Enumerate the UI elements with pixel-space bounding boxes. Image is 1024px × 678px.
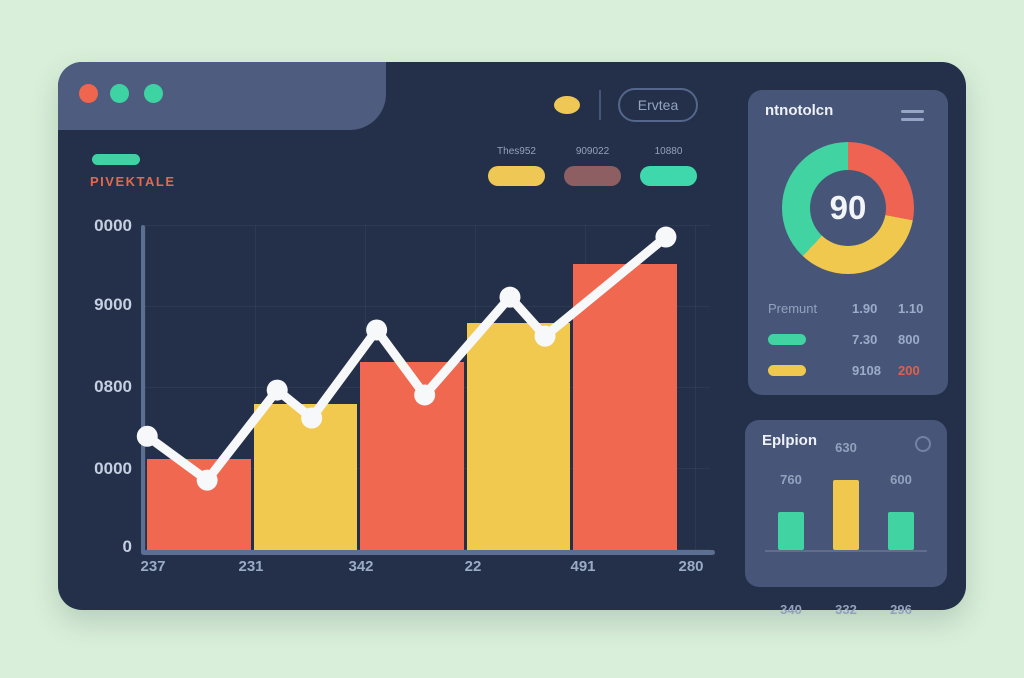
stat-value: 1.10 [898, 301, 924, 316]
mini-bar [888, 512, 914, 550]
mini-bar-group: 760 340 [778, 464, 804, 617]
stat-value: 7.30 [852, 332, 878, 347]
bar [360, 361, 464, 550]
line-point [301, 407, 323, 429]
stat-row: 9108 200 [768, 355, 940, 386]
stat-value: 800 [898, 332, 920, 347]
line-point [136, 425, 158, 447]
line-point [366, 319, 388, 341]
stat-row: 7.30 800 [768, 324, 940, 355]
stat-swatch [768, 365, 806, 376]
mini-chart-panel: Eplpion 760 340 630 332 600 296 [745, 420, 947, 617]
mini-baseline [765, 550, 927, 552]
legend-label: 10880 [654, 146, 683, 157]
chart-legend: Thes952 909022 10880 [488, 146, 697, 186]
minimize-window-icon[interactable] [110, 84, 129, 103]
legend-item[interactable]: Thes952 [488, 146, 545, 186]
enter-button[interactable]: Ervtea [618, 88, 698, 122]
mini-bar-group: 600 296 [888, 464, 914, 617]
legend-item[interactable]: 909022 [564, 146, 621, 186]
stat-swatch [768, 334, 806, 345]
mini-bar-label: 332 [835, 602, 857, 617]
donut-panel-title: ntnotolcn [765, 102, 834, 119]
legend-label: Thes952 [497, 146, 536, 157]
donut-center-value: 90 [829, 189, 867, 226]
maximize-window-icon[interactable] [144, 84, 163, 103]
legend-swatch [488, 166, 545, 186]
stat-value: 9108 [852, 363, 881, 378]
notification-dot-icon [554, 96, 580, 114]
menu-icon[interactable] [901, 110, 924, 126]
x-axis-labels: 237 231 342 22 491 280 [140, 558, 710, 578]
mini-bar-value: 760 [780, 472, 802, 487]
refresh-icon[interactable] [915, 436, 931, 452]
stat-rows: Premunt 1.90 1.10 7.30 800 9108 200 [768, 293, 940, 386]
stat-value: 200 [898, 363, 920, 378]
close-window-icon[interactable] [79, 84, 98, 103]
stat-label: Premunt [768, 301, 818, 316]
mini-bar [833, 480, 859, 550]
line-point [499, 286, 521, 308]
main-chart [136, 225, 715, 555]
main-bars [147, 225, 677, 550]
bar [466, 322, 571, 550]
page-title: PIVEKTALE [90, 174, 176, 189]
mini-bar-label: 340 [780, 602, 802, 617]
x-axis-label: 231 [238, 558, 264, 575]
main-line [136, 226, 677, 491]
mini-bar [778, 512, 804, 550]
line-point [196, 469, 218, 491]
bar [253, 403, 358, 550]
accent-dash [92, 154, 140, 165]
legend-swatch [564, 166, 621, 186]
mini-bar-value: 630 [835, 440, 857, 455]
bar [573, 264, 677, 550]
mini-panel-title: Eplpion [762, 432, 817, 449]
y-axis-label: 9000 [94, 295, 132, 314]
x-axis-label: 237 [140, 558, 166, 575]
mini-bar-label: 296 [890, 602, 912, 617]
x-axis-label: 22 [464, 558, 482, 575]
mini-bar-value: 600 [890, 472, 912, 487]
app-window: PIVEKTALE Ervtea Thes952 909022 10880 00… [58, 62, 966, 617]
x-axis-line [141, 550, 715, 555]
y-axis-line [141, 225, 145, 554]
mini-bar-group: 630 332 [833, 440, 859, 617]
y-axis-label: 0 [122, 537, 132, 556]
donut-panel: ntnotolcn 90 Premunt 1.90 1.10 7.30 800 … [748, 90, 948, 395]
y-axis-label: 0000 [94, 459, 132, 478]
stat-row: Premunt 1.90 1.10 [768, 293, 940, 324]
donut-chart: 90 [782, 142, 914, 274]
line-point [655, 226, 677, 248]
legend-label: 909022 [575, 146, 610, 157]
line-point [534, 325, 556, 347]
x-axis-label: 280 [678, 558, 704, 575]
divider [599, 90, 601, 120]
y-axis-label: 0000 [94, 216, 132, 235]
browser-tab [58, 62, 386, 130]
stat-value: 1.90 [852, 301, 878, 316]
line-point [414, 384, 436, 406]
legend-item[interactable]: 10880 [640, 146, 697, 186]
x-axis-label: 491 [570, 558, 596, 575]
x-axis-label: 342 [348, 558, 374, 575]
y-axis-label: 0800 [94, 377, 132, 396]
legend-swatch [640, 166, 697, 186]
line-point [266, 379, 288, 401]
